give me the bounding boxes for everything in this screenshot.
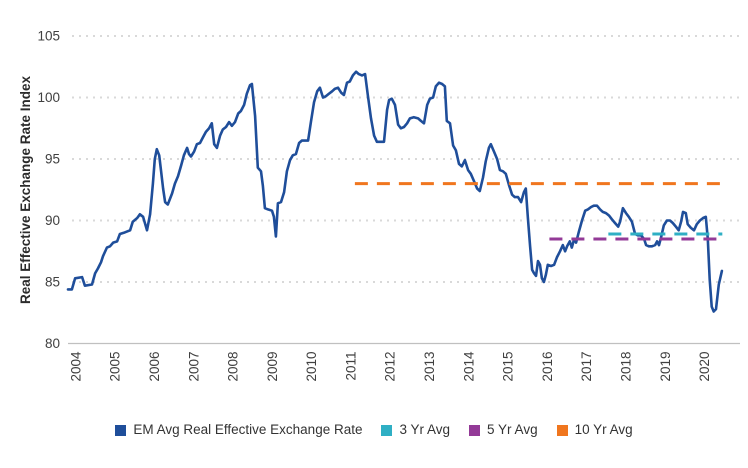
x-tick-label: 2010 xyxy=(304,352,319,382)
x-tick-label: 2004 xyxy=(68,351,83,382)
legend-item-3-yr-avg: 3 Yr Avg xyxy=(381,423,450,437)
legend-item-em-avg-real-effective-exchange-rate: EM Avg Real Effective Exchange Rate xyxy=(115,423,362,437)
y-tick-label: 95 xyxy=(45,152,60,167)
y-tick-label: 105 xyxy=(37,29,60,44)
x-tick-label: 2020 xyxy=(697,352,712,382)
legend-swatch xyxy=(115,424,127,436)
x-tick-label: 2015 xyxy=(501,352,516,382)
series-layer xyxy=(66,70,724,313)
gridlines-layer xyxy=(68,35,740,345)
legend-swatch xyxy=(556,424,568,436)
x-tick-label: 2012 xyxy=(383,352,398,382)
y-tick-label: 85 xyxy=(45,275,60,290)
legend-label: 5 Yr Avg xyxy=(487,422,538,438)
legend-item-5-yr-avg: 5 Yr Avg xyxy=(469,423,538,437)
x-tick-label: 2006 xyxy=(147,352,162,382)
x-tick-label: 2009 xyxy=(265,352,280,382)
legend-label: EM Avg Real Effective Exchange Rate xyxy=(133,422,363,438)
legend-swatch xyxy=(469,424,481,436)
legend-swatch xyxy=(381,424,393,436)
x-tick-label: 2008 xyxy=(226,352,241,382)
legend-item-10-yr-avg: 10 Yr Avg xyxy=(556,422,633,438)
y-axis-title: Real Effective Exchange Rate Index xyxy=(18,75,33,304)
y-tick-label: 90 xyxy=(45,213,60,228)
x-tick-label: 2014 xyxy=(461,351,476,382)
x-tick-label: 2005 xyxy=(108,352,123,382)
x-tick-label: 2007 xyxy=(186,352,201,382)
x-tick-label: 2017 xyxy=(579,352,594,382)
reer-line-chart: 80 85 90 95 100 105 2004 2005 2006 2007 2008 2009 20… xyxy=(18,29,740,382)
y-tick-label: 100 xyxy=(37,90,60,105)
x-tick-label: 2018 xyxy=(619,352,634,382)
axis-layer: 80 85 90 95 100 105 2004 2005 2006 2007 2008 2009 20… xyxy=(37,29,712,382)
legend-label: 10 Yr Avg xyxy=(574,422,633,438)
x-tick-label: 2011 xyxy=(343,352,358,381)
em-avg-series-line xyxy=(66,70,724,313)
y-tick-label: 80 xyxy=(45,336,60,351)
legend-label: 3 Yr Avg xyxy=(399,422,451,438)
chart-legend: EM Avg Real Effective Exchange Rate 3 Yr … xyxy=(0,416,748,444)
x-tick-label: 2013 xyxy=(422,352,437,382)
x-tick-label: 2016 xyxy=(540,352,555,382)
x-tick-label: 2019 xyxy=(658,352,673,382)
